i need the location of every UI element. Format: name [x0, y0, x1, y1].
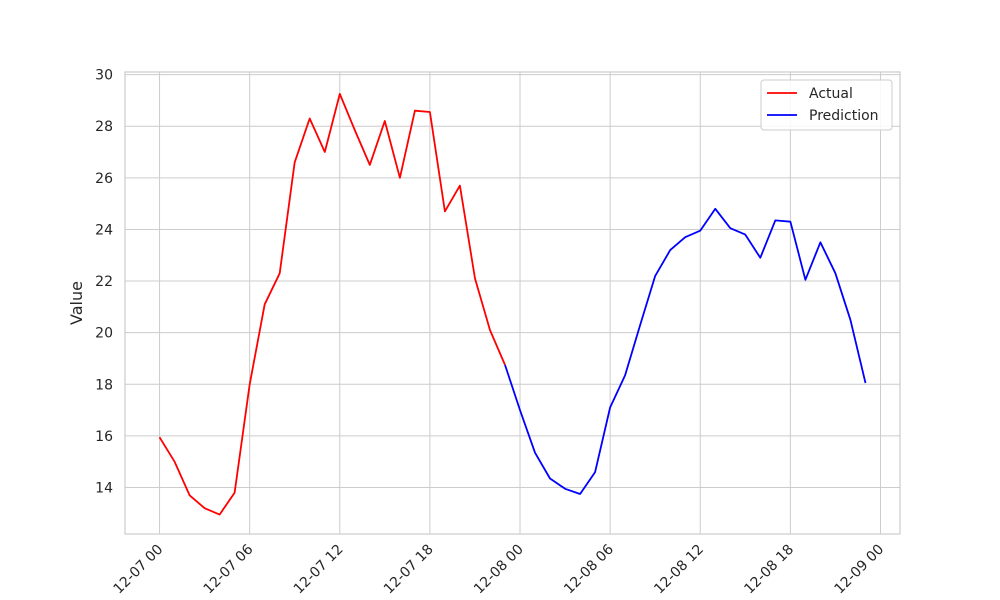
x-tick-label: 12-09 00 [831, 542, 887, 598]
legend-label: Prediction [809, 108, 879, 124]
plot-frame [124, 71, 901, 535]
y-axis-title: Value [67, 281, 86, 325]
x-axis-ticks: 12-07 00 12-07 06 12-07 12 12-07 18 12-08 00… [111, 541, 888, 597]
x-tick-label: 12-08 18 [741, 542, 797, 598]
x-tick-label: 12-08 06 [561, 541, 617, 597]
grid [125, 72, 900, 534]
x-tick-label: 12-07 18 [381, 542, 437, 598]
y-tick-label: 18 [95, 377, 113, 393]
y-tick-label: 20 [95, 326, 113, 342]
legend-label: Actual [809, 86, 853, 102]
y-tick-label: 16 [95, 429, 113, 445]
y-tick-label: 22 [95, 274, 113, 290]
y-tick-label: 14 [95, 481, 113, 497]
y-tick-label: 30 [95, 68, 113, 84]
series-lines [158, 93, 867, 516]
x-tick-label: 12-08 00 [471, 542, 527, 598]
x-tick-label: 12-08 12 [651, 542, 707, 598]
legend: Actual Prediction [760, 79, 893, 131]
series-line-prediction [504, 207, 867, 495]
y-tick-label: 28 [95, 119, 113, 135]
y-tick-label: 24 [95, 222, 113, 238]
x-tick-label: 12-07 12 [291, 542, 347, 598]
y-tick-label: 26 [95, 171, 113, 187]
x-tick-label: 12-07 06 [201, 541, 257, 597]
x-tick-label: 12-07 00 [111, 542, 167, 598]
series-line-actual [158, 93, 506, 516]
y-axis-ticks: 14 16 18 20 22 24 26 28 30 [95, 68, 113, 497]
